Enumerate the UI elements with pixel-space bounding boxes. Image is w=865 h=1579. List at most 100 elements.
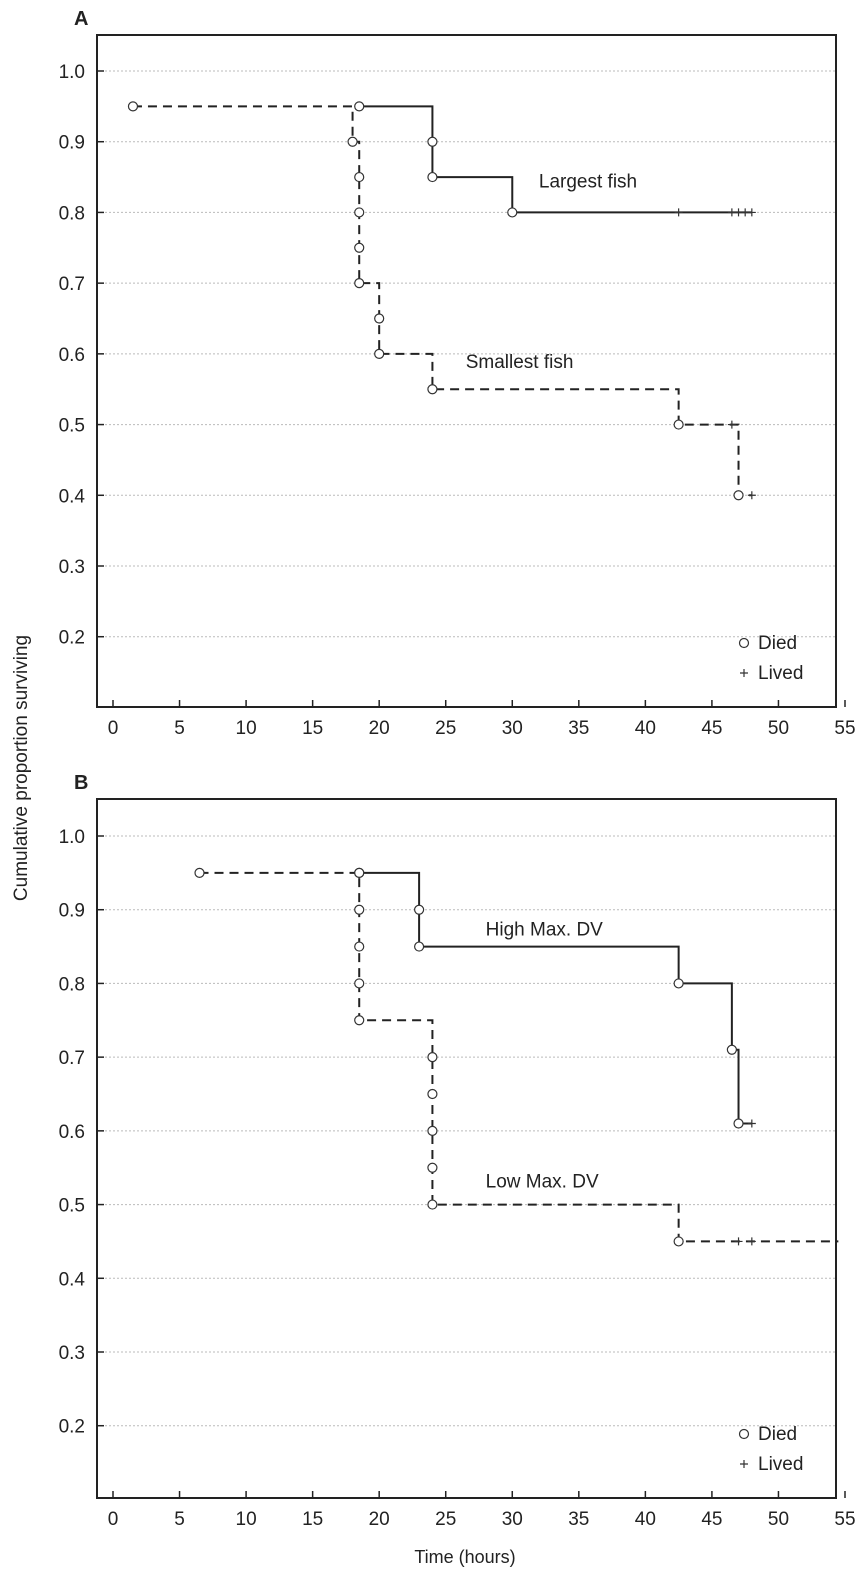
y-tick-label: 0.9 [59, 133, 85, 154]
plot-frame [96, 798, 837, 1499]
x-tick-label: 40 [635, 1509, 656, 1530]
y-tick-label: 0.8 [59, 974, 85, 995]
legend-lived-symbol [740, 1460, 748, 1468]
died-marker [427, 1199, 438, 1210]
died-marker [354, 242, 365, 253]
died-marker [347, 136, 358, 147]
died-marker [354, 278, 365, 289]
died-marker [733, 1118, 744, 1129]
x-tick-label: 10 [236, 718, 257, 739]
died-marker [354, 1015, 365, 1026]
x-tick-label: 50 [768, 1509, 789, 1530]
y-tick-label: 0.4 [59, 1269, 86, 1290]
died-marker [507, 207, 518, 218]
died-marker [427, 1088, 438, 1100]
plot-frame [96, 34, 837, 708]
died-marker [354, 207, 365, 218]
died-marker [427, 1162, 438, 1173]
died-marker [673, 1236, 684, 1247]
legend-lived-symbol [740, 669, 748, 677]
series-solid: High Max. DV [354, 867, 756, 1129]
y-tick-label: 0.8 [59, 203, 85, 224]
legend-lived-label: Lived [758, 663, 803, 684]
x-tick-label: 0 [108, 718, 119, 739]
y-tick-label: 0.7 [59, 1048, 85, 1069]
y-tick-label: 0.9 [59, 901, 85, 922]
y-tick-label: 0.2 [59, 1417, 85, 1438]
died-marker [673, 419, 684, 430]
died-marker [354, 171, 365, 183]
died-marker [673, 978, 684, 989]
died-marker [726, 1044, 737, 1055]
y-tick-label: 0.6 [59, 345, 85, 366]
series-solid: Largest fish [354, 101, 756, 218]
x-axis-label: Time (hours) [414, 1547, 515, 1567]
lived-marker [747, 208, 756, 217]
y-tick-label: 0.2 [59, 628, 85, 649]
panel-label: B [74, 772, 88, 794]
died-marker [414, 904, 425, 915]
died-marker [427, 136, 438, 147]
x-tick-label: 50 [768, 718, 789, 739]
died-marker [354, 867, 365, 878]
x-tick-label: 20 [369, 718, 390, 739]
lived-marker [727, 420, 736, 429]
died-marker [414, 941, 425, 952]
x-tick-label: 30 [502, 718, 523, 739]
series-label: High Max. DV [486, 920, 604, 941]
legend-died-label: Died [758, 1424, 797, 1445]
x-tick-label: 15 [302, 718, 323, 739]
series-label: Smallest fish [466, 352, 574, 373]
series-label: Largest fish [539, 172, 637, 193]
legend: Died Lived [738, 633, 803, 684]
legend-died-symbol [738, 637, 750, 649]
panel-b: B 0.2 0.3 0.4 0.5 0.6 0.7 0.8 0.9 1.0 0 5 10 15 20 25 30… [59, 772, 856, 1530]
panel-a: A 0.2 0.3 0.4 0.5 0.6 0.7 0.8 0.9 1.0 0 5 10 15 20 25 30… [59, 8, 856, 739]
x-tick-label: 35 [568, 1509, 589, 1530]
y-tick-label: 0.4 [59, 486, 86, 507]
series-dashed: Low Max. DV [194, 867, 839, 1247]
panel-label: A [74, 8, 88, 30]
y-tick-label: 0.3 [59, 557, 85, 578]
y-tick-label: 0.3 [59, 1343, 85, 1364]
x-tick-label: 10 [236, 1509, 257, 1530]
legend-died-label: Died [758, 633, 797, 654]
y-tick-label: 0.6 [59, 1122, 85, 1143]
died-marker [354, 904, 365, 915]
x-tick-label: 55 [834, 1509, 855, 1530]
y-tick-label: 1.0 [59, 827, 85, 848]
legend-died-symbol [738, 1428, 750, 1440]
lived-marker [747, 1237, 756, 1246]
died-marker [427, 1052, 438, 1063]
x-tick-label: 20 [369, 1509, 390, 1530]
died-marker [354, 978, 365, 989]
y-tick-label: 1.0 [59, 62, 85, 83]
survival-curve [199, 871, 839, 1243]
y-tick-label: 0.5 [59, 416, 85, 437]
x-tick-label: 55 [834, 718, 855, 739]
y-tick-label: 0.7 [59, 274, 85, 295]
x-tick-label: 40 [635, 718, 656, 739]
x-tick-label: 45 [701, 718, 722, 739]
x-tick-label: 25 [435, 1509, 456, 1530]
lived-marker [747, 491, 756, 500]
died-marker [354, 941, 365, 952]
series-dashed: Smallest fish [127, 101, 756, 501]
x-tick-label: 5 [174, 1509, 185, 1530]
died-marker [354, 101, 365, 112]
x-tick-label: 30 [502, 1509, 523, 1530]
died-marker [427, 171, 438, 183]
x-tick-label: 5 [174, 718, 185, 739]
y-axis-label: Cumulative proportion surviving [11, 635, 32, 901]
lived-marker [747, 1119, 756, 1128]
x-tick-label: 0 [108, 1509, 119, 1530]
died-marker [194, 867, 205, 878]
x-tick-label: 35 [568, 718, 589, 739]
x-tick-label: 15 [302, 1509, 323, 1530]
died-marker [427, 384, 438, 395]
x-tick-label: 25 [435, 718, 456, 739]
died-marker [374, 313, 385, 324]
legend: Died Lived [738, 1424, 803, 1475]
x-tick-label: 45 [701, 1509, 722, 1530]
